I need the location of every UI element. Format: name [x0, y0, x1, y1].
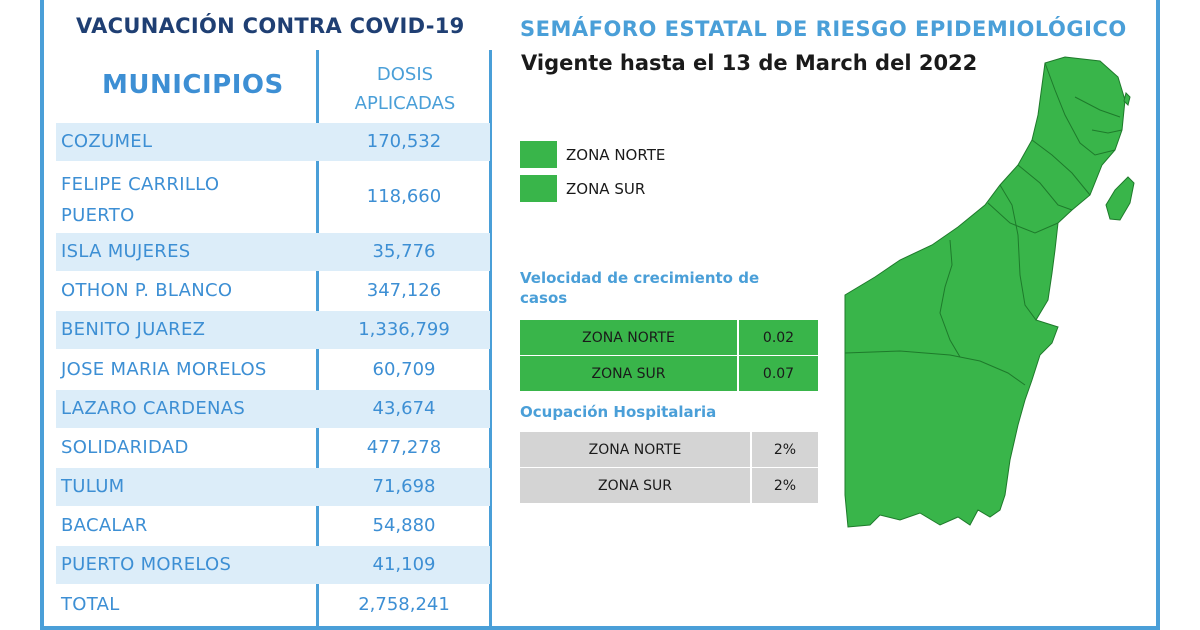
- municipio-row: TULUM 71,698: [56, 468, 490, 506]
- velocidad-row: ZONA SUR 0.07: [520, 356, 818, 391]
- ocupacion-value: 2%: [750, 468, 818, 503]
- municipio-name: LAZARO CARDENAS: [61, 398, 246, 419]
- dosis-value: 1,336,799: [358, 319, 450, 340]
- ocupacion-row: ZONA NORTE 2%: [520, 432, 818, 467]
- municipio-name: ISLA MUJERES: [61, 241, 191, 262]
- dosis-value: 71,698: [372, 476, 436, 497]
- dosis-header: DOSIS APLICADAS: [330, 60, 480, 118]
- isla-mujeres-island: [1123, 92, 1131, 106]
- municipio-row: BACALAR 54,880: [56, 507, 490, 545]
- state-outline: [844, 56, 1126, 528]
- velocidad-row: ZONA NORTE 0.02: [520, 320, 818, 355]
- municipio-row: TOTAL 2,758,241: [56, 586, 490, 624]
- frame-left-border: [40, 0, 44, 630]
- velocidad-zone: ZONA SUR: [591, 365, 666, 382]
- velocidad-value: 0.07: [737, 356, 818, 391]
- municipio-row: LAZARO CARDENAS 43,674: [56, 390, 490, 428]
- dosis-value: 477,278: [366, 437, 442, 458]
- semaforo-title: SEMÁFORO ESTATAL DE RIESGO EPIDEMIOLÓGIC…: [520, 17, 1127, 41]
- municipio-name: SOLIDARIDAD: [61, 437, 189, 458]
- municipio-name: TOTAL: [61, 594, 120, 615]
- vigente-date: Vigente hasta el 13 de March del 2022: [521, 51, 978, 75]
- ocupacion-value: 2%: [750, 432, 818, 467]
- dosis-value: 2,758,241: [358, 594, 450, 615]
- dosis-value: 43,674: [372, 398, 436, 419]
- municipality-borders: [844, 62, 1123, 386]
- municipio-row: FELIPE CARRILLO PUERTO 118,660: [56, 163, 490, 231]
- municipio-row: COZUMEL 170,532: [56, 123, 490, 161]
- dosis-value: 60,709: [372, 359, 436, 380]
- municipio-name: JOSE MARIA MORELOS: [61, 359, 267, 380]
- velocidad-title: Velocidad de crecimiento de casos: [520, 269, 760, 307]
- dosis-value: 54,880: [372, 515, 436, 536]
- frame-bottom-border: [40, 626, 1160, 630]
- dosis-value: 118,660: [366, 186, 442, 207]
- municipio-row: PUERTO MORELOS 41,109: [56, 546, 490, 584]
- legend-label-sur: ZONA SUR: [566, 180, 646, 198]
- frame-right-border: [1156, 0, 1160, 630]
- municipio-row: BENITO JUAREZ 1,336,799: [56, 311, 490, 349]
- municipio-name: BENITO JUAREZ: [61, 319, 206, 340]
- municipio-name: PUERTO MORELOS: [61, 554, 232, 575]
- panel-divider: [489, 50, 492, 628]
- municipio-name: TULUM: [61, 476, 125, 497]
- ocupacion-row: ZONA SUR 2%: [520, 468, 818, 503]
- ocupacion-title: Ocupación Hospitalaria: [520, 403, 717, 421]
- municipio-row: OTHON P. BLANCO 347,126: [56, 272, 490, 310]
- legend-swatch-norte: [520, 141, 557, 168]
- quintana-roo-map: [844, 56, 1135, 528]
- municipio-name-line1: FELIPE CARRILLO: [61, 174, 220, 195]
- cozumel-island: [1105, 176, 1135, 221]
- velocidad-zone: ZONA NORTE: [582, 329, 675, 346]
- municipio-name: FELIPE CARRILLO PUERTO: [61, 169, 219, 231]
- dosis-header-line2: APLICADAS: [354, 93, 456, 114]
- dosis-value: 41,109: [372, 554, 436, 575]
- municipio-row: JOSE MARIA MORELOS 60,709: [56, 351, 490, 389]
- municipio-name: COZUMEL: [61, 131, 153, 152]
- dosis-value: 347,126: [366, 280, 442, 301]
- dosis-header-line1: DOSIS: [376, 64, 434, 85]
- municipio-name: BACALAR: [61, 515, 148, 536]
- legend-swatch-sur: [520, 175, 557, 202]
- legend-label-norte: ZONA NORTE: [566, 146, 666, 164]
- municipio-name: OTHON P. BLANCO: [61, 280, 233, 301]
- vaccination-title: VACUNACIÓN CONTRA COVID-19: [76, 14, 465, 38]
- dosis-value: 35,776: [372, 241, 436, 262]
- velocidad-value: 0.02: [737, 320, 818, 355]
- municipio-row: ISLA MUJERES 35,776: [56, 233, 490, 271]
- municipio-name-line2: PUERTO: [61, 205, 135, 226]
- ocupacion-zone: ZONA NORTE: [588, 441, 682, 458]
- dosis-value: 170,532: [366, 131, 442, 152]
- municipio-row: SOLIDARIDAD 477,278: [56, 429, 490, 467]
- ocupacion-zone: ZONA SUR: [598, 477, 672, 494]
- municipios-header: MUNICIPIOS: [102, 70, 284, 100]
